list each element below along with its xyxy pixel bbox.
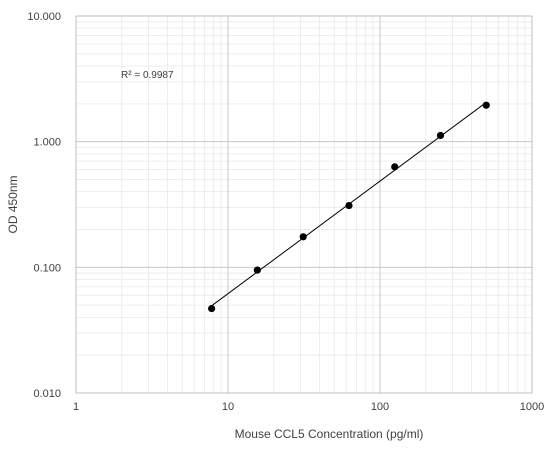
- y-axis-title: OD 450nm: [6, 175, 20, 233]
- y-tick-label: 10.000: [27, 11, 61, 23]
- x-tick-label: 1000: [520, 401, 544, 413]
- data-point: [253, 266, 261, 274]
- data-point: [207, 304, 216, 313]
- data-point: [299, 233, 307, 241]
- data-points-layer: [207, 101, 490, 313]
- data-point: [436, 131, 445, 140]
- data-point: [345, 201, 353, 210]
- y-tick-label: 0.100: [33, 262, 61, 274]
- y-tick-labels: 0.010 0.100 1.000 10.000: [27, 11, 61, 400]
- plot-area-border: [75, 15, 533, 394]
- r-squared-annotation: R² = 0.9987: [121, 70, 174, 81]
- x-tick-label: 10: [222, 401, 234, 413]
- y-tick-label: 0.010: [33, 388, 61, 400]
- x-axis-title: Mouse CCL5 Concentration (pg/ml): [235, 427, 424, 441]
- x-tick-label: 1: [73, 401, 79, 413]
- data-point: [482, 101, 490, 109]
- data-point: [391, 163, 399, 171]
- x-tick-label: 100: [371, 401, 389, 413]
- y-tick-label: 1.000: [33, 137, 61, 149]
- x-tick-labels: 1 10 100 1000: [73, 401, 544, 413]
